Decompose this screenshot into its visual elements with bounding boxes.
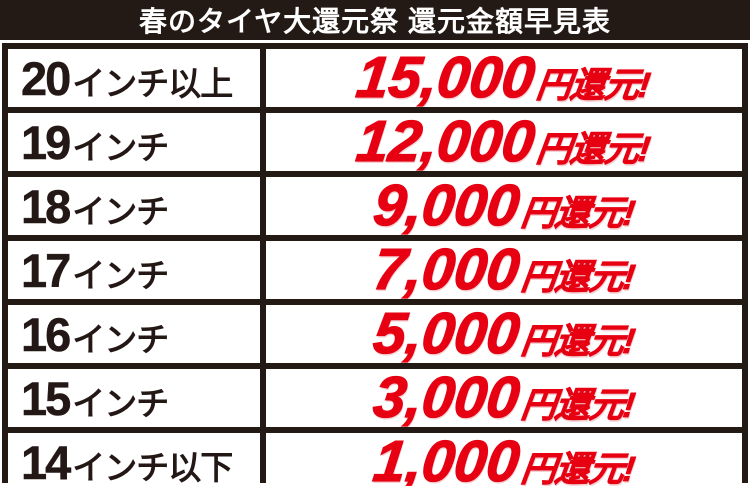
tire-size-number: 18 — [21, 179, 72, 233]
tire-size-label: インチ — [72, 320, 169, 358]
cashback-cell: 5,000 円還元! — [266, 305, 742, 363]
cashback-unit: 円還元! — [534, 130, 653, 170]
cashback-unit: 円還元! — [518, 386, 636, 426]
cashback-unit: 円還元! — [534, 66, 653, 106]
tire-size-number: 19 — [21, 115, 72, 169]
table-row: 19 インチ 12,000 円還元! — [8, 113, 742, 171]
tire-size-cell: 18 インチ — [8, 177, 260, 235]
cashback-table: 20 インチ以上 15,000 円還元! 19 インチ 12,000 円還元! — [2, 43, 748, 486]
cashback-amount: 5,000 — [369, 305, 523, 363]
tire-size-label: インチ — [72, 384, 169, 422]
table-row: 16 インチ 5,000 円還元! — [8, 305, 742, 363]
cashback-amount: 7,000 — [369, 241, 523, 299]
cashback-unit: 円還元! — [518, 450, 636, 486]
cashback-amount: 3,000 — [369, 369, 523, 427]
tire-size-number: 20 — [21, 51, 72, 105]
page-title: 春のタイヤ大還元祭 還元金額早見表 — [139, 6, 611, 37]
cashback-unit: 円還元! — [518, 258, 636, 298]
cashback-cell: 7,000 円還元! — [266, 241, 742, 299]
cashback-amount: 12,000 — [353, 113, 540, 171]
cashback-cell: 3,000 円還元! — [266, 369, 742, 427]
tire-size-label: インチ — [72, 256, 169, 294]
cashback-unit: 円還元! — [518, 194, 636, 234]
tire-size-cell: 20 インチ以上 — [8, 49, 260, 107]
cashback-cell: 9,000 円還元! — [266, 177, 742, 235]
tire-size-cell: 17 インチ — [8, 241, 260, 299]
table-row: 15 インチ 3,000 円還元! — [8, 369, 742, 427]
tire-size-cell: 16 インチ — [8, 305, 260, 363]
tire-size-number: 15 — [21, 371, 72, 425]
tire-size-label: インチ以上 — [72, 64, 233, 102]
cashback-cell: 15,000 円還元! — [266, 49, 742, 107]
cashback-unit: 円還元! — [518, 322, 636, 362]
tire-size-cell: 14 インチ以下 — [8, 433, 260, 486]
cashback-amount: 15,000 — [353, 49, 540, 107]
table-row: 14 インチ以下 1,000 円還元! — [8, 433, 742, 486]
cashback-amount: 9,000 — [369, 177, 523, 235]
cashback-cell: 1,000 円還元! — [266, 433, 742, 486]
tire-size-label: インチ以下 — [72, 448, 233, 486]
tire-size-cell: 15 インチ — [8, 369, 260, 427]
cashback-cell: 12,000 円還元! — [266, 113, 742, 171]
table-row: 20 インチ以上 15,000 円還元! — [8, 49, 742, 107]
tire-size-number: 17 — [21, 243, 72, 297]
tire-size-label: インチ — [72, 128, 169, 166]
tire-size-number: 14 — [21, 435, 72, 486]
tire-size-number: 16 — [21, 307, 72, 361]
tire-size-label: インチ — [72, 192, 169, 230]
title-banner: 春のタイヤ大還元祭 還元金額早見表 — [0, 0, 750, 40]
table-row: 17 インチ 7,000 円還元! — [8, 241, 742, 299]
table-row: 18 インチ 9,000 円還元! — [8, 177, 742, 235]
cashback-amount: 1,000 — [369, 433, 523, 486]
tire-size-cell: 19 インチ — [8, 113, 260, 171]
